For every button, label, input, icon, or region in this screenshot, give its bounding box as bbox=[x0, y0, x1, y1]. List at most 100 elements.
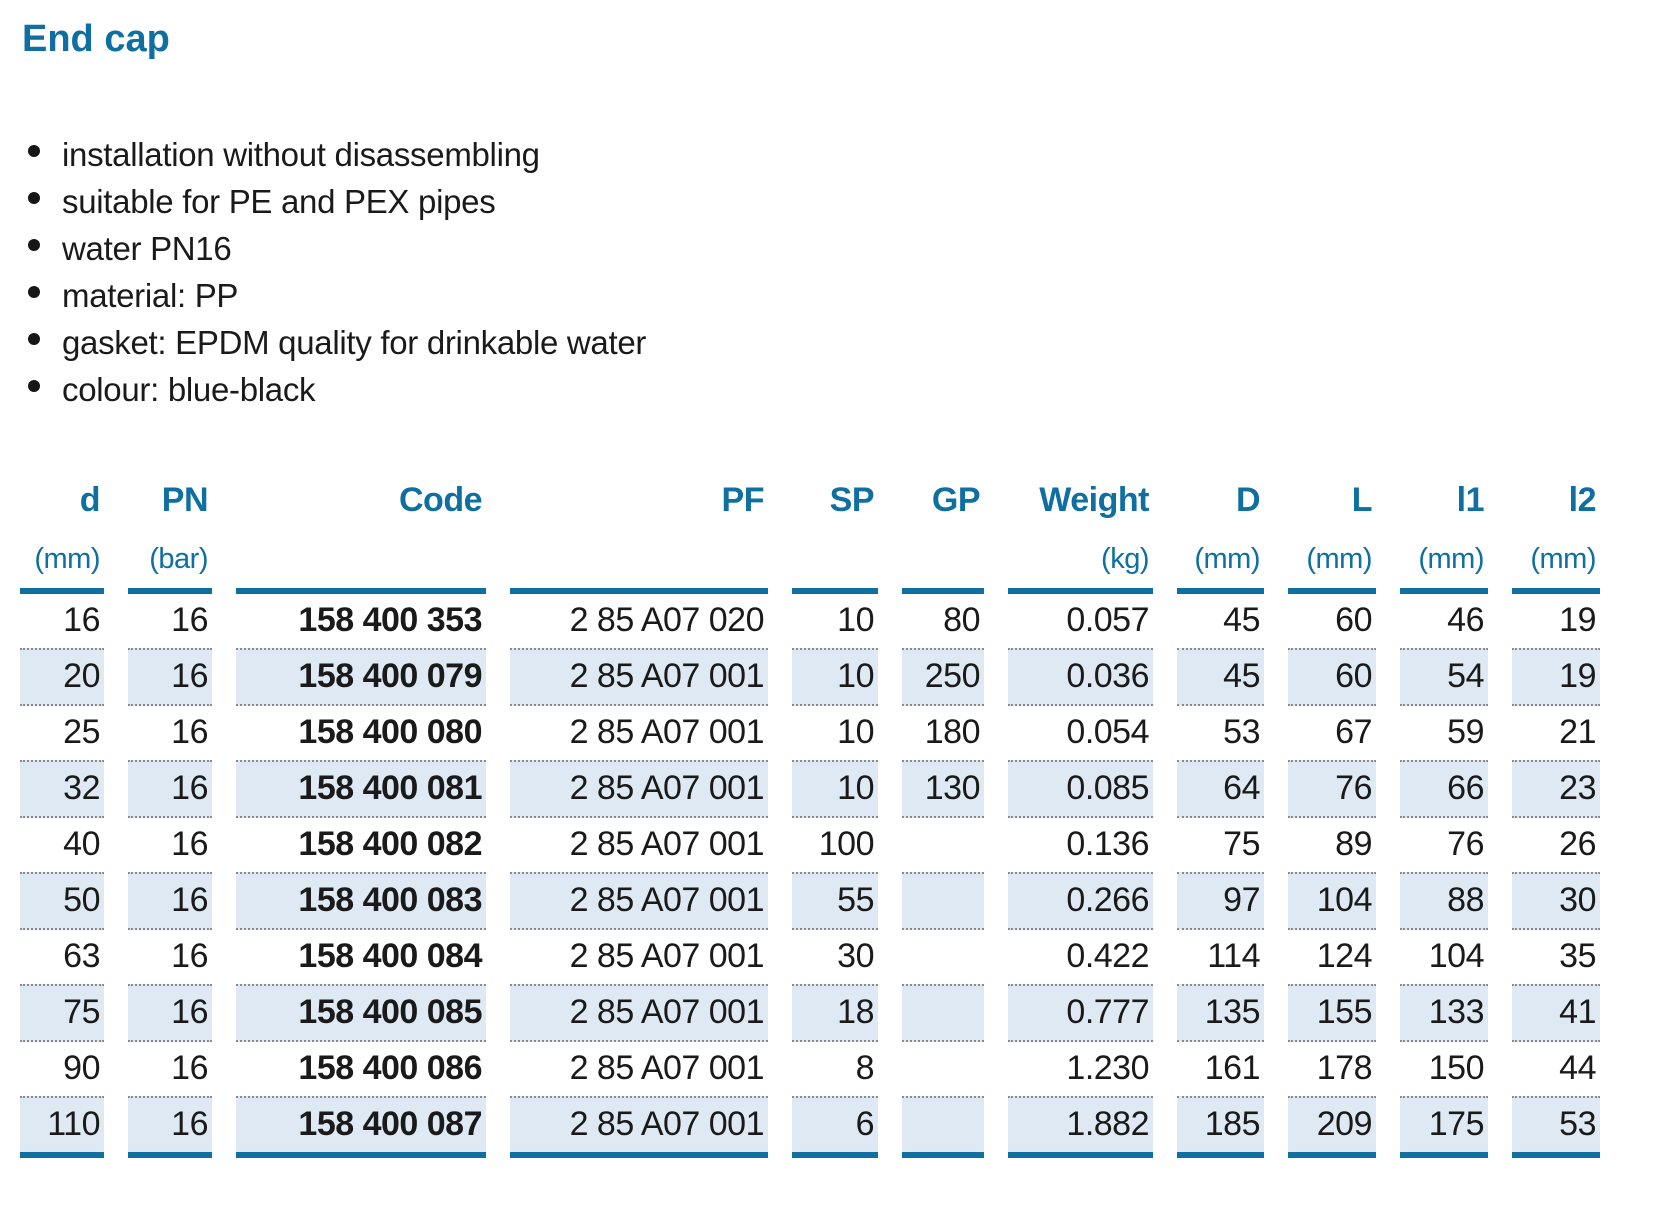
cell-l2: 26 bbox=[1559, 825, 1596, 864]
cell-sp: 10 bbox=[792, 759, 878, 818]
cell-gp bbox=[902, 930, 984, 984]
unit-header-d: (mm) bbox=[20, 522, 104, 594]
cell-l1: 66 bbox=[1400, 759, 1488, 818]
cell-weight: 0.036 bbox=[1008, 647, 1153, 706]
cell-pn: 16 bbox=[171, 713, 208, 752]
feature-list: installation without disassembling suita… bbox=[20, 132, 1658, 414]
cell-D: 53 bbox=[1223, 713, 1260, 752]
cell-sp: 8 bbox=[855, 1049, 875, 1088]
cell-pf: 2 85 A07 020 bbox=[569, 601, 765, 640]
cell-L: 60 bbox=[1288, 647, 1376, 706]
cell-pf: 2 85 A07 001 bbox=[510, 1095, 768, 1158]
cell-weight: 0.422 bbox=[1066, 937, 1149, 976]
feature-text: water PN16 bbox=[62, 230, 232, 268]
cell-pf: 2 85 A07 001 bbox=[510, 647, 768, 706]
feature-text: material: PP bbox=[62, 277, 239, 315]
unit-header-D: (mm) bbox=[1177, 522, 1264, 594]
cell-l2: 19 bbox=[1512, 647, 1600, 706]
page-title: End cap bbox=[22, 18, 170, 60]
feature-text: colour: blue-black bbox=[62, 371, 316, 409]
cell-gp bbox=[902, 818, 984, 872]
cell-d: 75 bbox=[20, 983, 104, 1042]
table-row: 16 16 158 400 353 2 85 A07 020 10 80 0.057 45 60… bbox=[20, 594, 1600, 648]
bullet-icon bbox=[28, 192, 40, 205]
cell-d: 90 bbox=[63, 1049, 100, 1088]
cell-l1: 150 bbox=[1428, 1049, 1485, 1088]
cell-d: 16 bbox=[63, 601, 100, 640]
cell-L: 60 bbox=[1335, 601, 1372, 640]
cell-weight: 0.057 bbox=[1066, 601, 1149, 640]
table-row: 110 16 158 400 087 2 85 A07 001 6 1.882 185 209… bbox=[20, 1095, 1600, 1158]
table-row: 50 16 158 400 083 2 85 A07 001 55 0.266 97 104 8… bbox=[20, 871, 1600, 930]
cell-D: 45 bbox=[1223, 601, 1260, 640]
cell-l1: 76 bbox=[1447, 825, 1484, 864]
cell-L: 104 bbox=[1288, 871, 1376, 930]
cell-D: 161 bbox=[1204, 1049, 1261, 1088]
cell-D: 135 bbox=[1177, 983, 1264, 1042]
unit-header-code bbox=[236, 522, 486, 594]
cell-weight: 0.266 bbox=[1008, 871, 1153, 930]
cell-pf: 2 85 A07 001 bbox=[569, 937, 765, 976]
cell-D: 114 bbox=[1207, 937, 1260, 976]
cell-d: 25 bbox=[63, 713, 100, 752]
col-header-D: D bbox=[1235, 480, 1261, 519]
cell-l1: 54 bbox=[1400, 647, 1488, 706]
cell-L: 89 bbox=[1335, 825, 1372, 864]
cell-sp: 10 bbox=[837, 601, 874, 640]
cell-weight: 0.136 bbox=[1066, 825, 1149, 864]
cell-pf: 2 85 A07 001 bbox=[569, 825, 765, 864]
bullet-icon bbox=[28, 380, 40, 393]
table-body: 16 16 158 400 353 2 85 A07 020 10 80 0.057 45 60… bbox=[20, 594, 1600, 1158]
cell-sp: 100 bbox=[818, 825, 875, 864]
datasheet-page: End cap installation without disassembli… bbox=[0, 18, 1658, 1158]
feature-item: material: PP bbox=[20, 273, 1658, 320]
col-header-l1: l1 bbox=[1456, 480, 1485, 519]
table-row: 90 16 158 400 086 2 85 A07 001 8 1.230 161 178 1… bbox=[20, 1042, 1600, 1096]
feature-text: suitable for PE and PEX pipes bbox=[62, 183, 496, 221]
cell-code: 158 400 085 bbox=[236, 983, 486, 1042]
table-row: 20 16 158 400 079 2 85 A07 001 10 250 0.036 45 6… bbox=[20, 647, 1600, 706]
cell-L: 178 bbox=[1316, 1049, 1373, 1088]
bullet-icon bbox=[28, 145, 40, 158]
cell-gp bbox=[902, 1042, 984, 1096]
col-header-pf: PF bbox=[721, 480, 765, 519]
feature-item: installation without disassembling bbox=[20, 132, 1658, 179]
cell-gp: 80 bbox=[943, 601, 980, 640]
cell-sp: 55 bbox=[792, 871, 878, 930]
col-header-L: L bbox=[1351, 480, 1373, 519]
cell-sp: 6 bbox=[792, 1095, 878, 1158]
cell-l1: 175 bbox=[1400, 1095, 1488, 1158]
bullet-icon bbox=[28, 286, 40, 299]
cell-code: 158 400 084 bbox=[298, 937, 482, 976]
cell-pn: 16 bbox=[128, 871, 212, 930]
cell-l2: 35 bbox=[1559, 937, 1596, 976]
cell-code: 158 400 086 bbox=[298, 1049, 482, 1088]
cell-pn: 16 bbox=[171, 825, 208, 864]
cell-D: 185 bbox=[1177, 1095, 1264, 1158]
feature-text: gasket: EPDM quality for drinkable water bbox=[62, 324, 647, 362]
cell-sp: 18 bbox=[792, 983, 878, 1042]
cell-d: 32 bbox=[20, 759, 104, 818]
col-header-gp: GP bbox=[931, 480, 981, 519]
cell-d: 50 bbox=[20, 871, 104, 930]
cell-code: 158 400 079 bbox=[236, 647, 486, 706]
cell-weight: 1.882 bbox=[1008, 1095, 1153, 1158]
cell-pf: 2 85 A07 001 bbox=[510, 871, 768, 930]
cell-pf: 2 85 A07 001 bbox=[510, 759, 768, 818]
cell-l2: 21 bbox=[1559, 713, 1596, 752]
unit-header-weight: (kg) bbox=[1008, 522, 1153, 594]
cell-pn: 16 bbox=[171, 937, 208, 976]
feature-item: gasket: EPDM quality for drinkable water bbox=[20, 320, 1658, 367]
cell-D: 64 bbox=[1177, 759, 1264, 818]
feature-item: colour: blue-black bbox=[20, 367, 1658, 414]
cell-weight: 1.230 bbox=[1066, 1049, 1149, 1088]
cell-l2: 19 bbox=[1559, 601, 1596, 640]
cell-gp: 130 bbox=[902, 759, 984, 818]
feature-item: water PN16 bbox=[20, 226, 1658, 273]
cell-D: 75 bbox=[1223, 825, 1260, 864]
col-header-code: Code bbox=[399, 480, 483, 519]
cell-D: 97 bbox=[1177, 871, 1264, 930]
